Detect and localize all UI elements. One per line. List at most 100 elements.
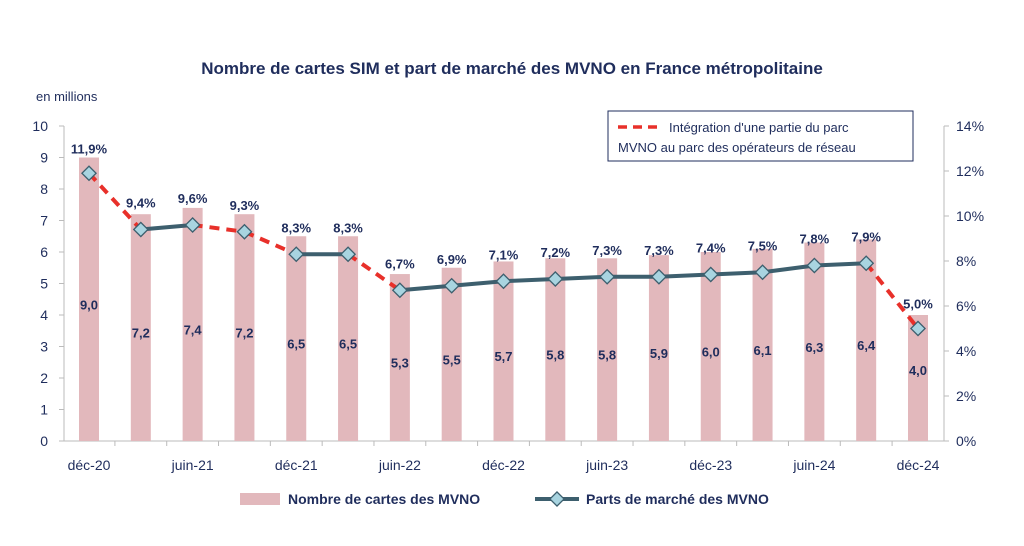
line-point [806, 257, 823, 274]
line-data-label: 9,3% [230, 198, 260, 213]
bar [389, 274, 410, 441]
line-segment [503, 277, 556, 284]
y-tick-label: 5 [40, 276, 48, 292]
line-segment [762, 263, 815, 275]
x-tick-label: déc-22 [482, 457, 525, 473]
line-data-label: 11,9% [71, 141, 108, 156]
bar-data-label: 6,4 [857, 338, 876, 353]
bar [700, 252, 721, 441]
line-point [702, 266, 719, 283]
bar-data-label: 5,8 [546, 348, 564, 363]
bar [79, 157, 99, 441]
bar-data-label: 5,7 [494, 349, 512, 364]
legend-bar-label: Nombre de cartes des MVNO [288, 491, 480, 507]
line-segment-dashed [87, 171, 143, 231]
y-tick-label: 8 [40, 181, 48, 197]
x-tick-label: déc-23 [689, 457, 732, 473]
bar-data-label: 9,0 [80, 297, 98, 312]
line-segment [658, 272, 711, 279]
line-data-label: 9,6% [178, 191, 208, 206]
bar [182, 207, 203, 441]
line-data-label: 8,3% [281, 220, 311, 235]
line-point [910, 320, 926, 337]
legend-line-marker [549, 491, 565, 507]
line-data-label: 7,3% [592, 243, 622, 258]
y-tick-label: 9 [40, 150, 48, 166]
bar [130, 214, 151, 441]
line-point [81, 165, 97, 182]
x-tick-label: déc-21 [275, 457, 318, 473]
line-point [288, 246, 305, 263]
line-data-label: 9,4% [126, 196, 156, 211]
line-data-label: 7,1% [489, 247, 519, 262]
y-tick-label: 2 [40, 370, 48, 386]
legend-bar-swatch [240, 493, 280, 505]
line-data-label: 7,5% [748, 238, 778, 253]
x-tick-label: déc-24 [897, 457, 940, 473]
bar [493, 261, 514, 441]
x-tick-label: juin-21 [171, 457, 214, 473]
y-tick-label: 3 [40, 339, 48, 355]
line-data-label: 7,4% [696, 241, 726, 256]
bar [338, 236, 359, 441]
y2-tick-label: 4% [956, 343, 976, 359]
line-data-label: 7,3% [644, 243, 674, 258]
bar-data-label: 5,5 [443, 352, 461, 367]
bar-data-label: 7,4 [184, 322, 203, 337]
line-point [236, 223, 253, 240]
bar-data-label: 6,3 [805, 340, 823, 355]
bar-data-label: 7,2 [132, 326, 150, 341]
bar-data-label: 6,5 [339, 337, 357, 352]
bar-data-label: 6,1 [754, 343, 772, 358]
bar [545, 258, 566, 441]
bar-data-label: 7,2 [235, 326, 253, 341]
line-segment-dashed [243, 229, 298, 257]
bar-data-label: 6,5 [287, 337, 305, 352]
y-tick-label: 6 [40, 244, 48, 260]
legend-line-label: Parts de marché des MVNO [586, 491, 769, 507]
bar [234, 214, 255, 441]
bar [804, 242, 825, 441]
line-segment [710, 270, 763, 277]
chart-title: Nombre de cartes SIM et part de marché d… [201, 59, 823, 78]
y-tick-label: 1 [40, 402, 48, 418]
line-segment-dashed [192, 223, 245, 234]
line-point [391, 282, 408, 299]
y-axis-label: en millions [36, 89, 98, 104]
line-segment-dashed [864, 262, 920, 330]
line-segment [399, 283, 452, 293]
line-data-label: 5,0% [903, 297, 933, 312]
annotation-box: Intégration d'une partie du parc MVNO au… [607, 110, 914, 162]
line-data-label: 7,8% [800, 232, 830, 247]
line-point [184, 217, 201, 233]
line-point [495, 273, 512, 290]
bar-data-label: 5,9 [650, 346, 668, 361]
y2-tick-label: 6% [956, 298, 976, 314]
bar [856, 239, 877, 441]
bar [908, 315, 928, 441]
bar [752, 248, 773, 441]
x-tick-label: juin-24 [792, 457, 835, 473]
bar-data-label: 5,8 [598, 348, 616, 363]
line-data-label: 7,2% [540, 245, 570, 260]
line-point [650, 268, 667, 285]
y2-tick-label: 2% [956, 388, 976, 404]
bar [286, 236, 307, 441]
annotation-line-1: Intégration d'une partie du parc [669, 120, 849, 135]
line-segment-dashed [346, 252, 402, 292]
line-data-label: 7,9% [851, 229, 881, 244]
x-tick-label: juin-22 [378, 457, 421, 473]
bar [441, 267, 462, 441]
bar [648, 255, 669, 441]
bar [597, 258, 618, 441]
y-tick-label: 7 [40, 213, 48, 229]
line-point [443, 277, 460, 294]
x-tick-label: déc-20 [68, 457, 111, 473]
bar-data-label: 6,0 [702, 345, 720, 360]
line-segment [814, 261, 867, 268]
line-data-label: 6,9% [437, 252, 467, 267]
y2-tick-label: 0% [956, 433, 976, 449]
line-segment [140, 223, 193, 232]
y2-tick-label: 10% [956, 208, 984, 224]
